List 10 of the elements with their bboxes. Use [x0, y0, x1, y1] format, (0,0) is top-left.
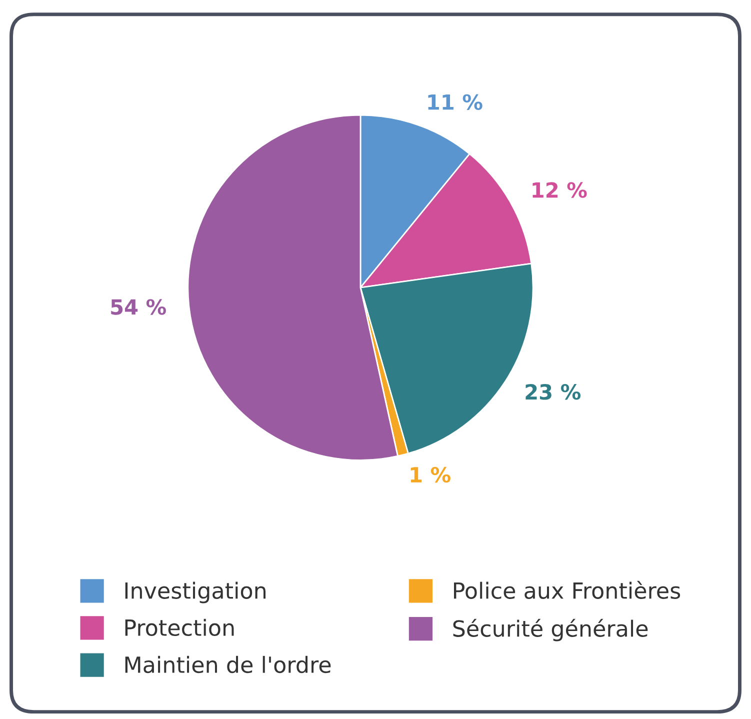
legend-label: Investigation: [125, 582, 266, 604]
data-label: 54 %: [111, 299, 166, 315]
legend-label: Protection: [125, 618, 234, 636]
data-label: 11 %: [428, 94, 482, 110]
legend-label: Maintien de l'ordre: [125, 656, 331, 674]
legend-label: Sécurité générale: [453, 618, 648, 642]
data-label: 12 %: [532, 182, 587, 198]
data-label: 1 %: [410, 466, 450, 483]
legend-label: Police aux Frontières: [454, 580, 680, 599]
data-label: 23 %: [526, 384, 581, 400]
